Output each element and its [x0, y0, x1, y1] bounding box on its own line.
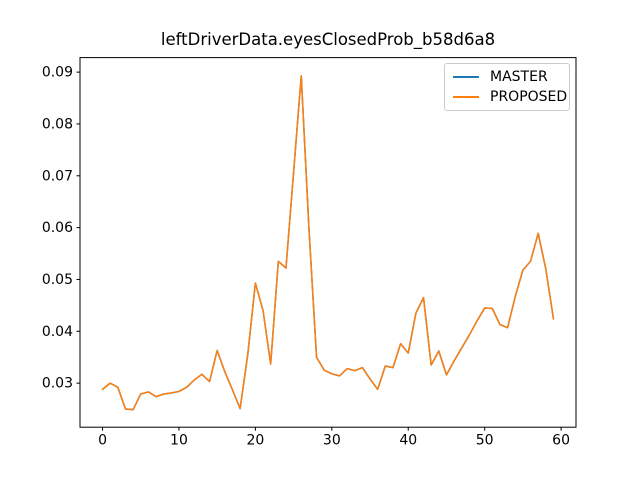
- legend-item-master: MASTER: [445, 67, 569, 87]
- series-line-proposed: [101, 74, 555, 411]
- y-tick-label: 0.03: [42, 376, 73, 392]
- master-line-swatch: [453, 76, 479, 78]
- chart-title: leftDriverData.eyesClosedProb_b58d6a8: [160, 30, 496, 49]
- x-tick-label: 30: [323, 433, 341, 449]
- x-tick-label: 10: [170, 433, 188, 449]
- legend: MASTER PROPOSED: [444, 63, 570, 111]
- x-tick-label: 20: [246, 433, 264, 449]
- axes-spines: [79, 57, 577, 428]
- y-tick-label: 0.09: [42, 65, 73, 81]
- x-tick-label: 60: [552, 433, 570, 449]
- legend-label-master: MASTER: [490, 69, 548, 85]
- legend-label-proposed: PROPOSED: [490, 89, 568, 105]
- x-tick-label: 50: [476, 433, 494, 449]
- legend-item-proposed: PROPOSED: [445, 87, 569, 107]
- series-line-master: [101, 74, 555, 411]
- y-tick-label: 0.08: [42, 116, 73, 132]
- x-tick-label: 0: [98, 433, 107, 449]
- y-tick-label: 0.04: [42, 324, 73, 340]
- proposed-line-swatch: [453, 96, 479, 98]
- x-tick-label: 40: [399, 433, 417, 449]
- y-tick-label: 0.06: [42, 220, 73, 236]
- y-tick-label: 0.07: [42, 168, 73, 184]
- y-tick-label: 0.05: [42, 272, 73, 288]
